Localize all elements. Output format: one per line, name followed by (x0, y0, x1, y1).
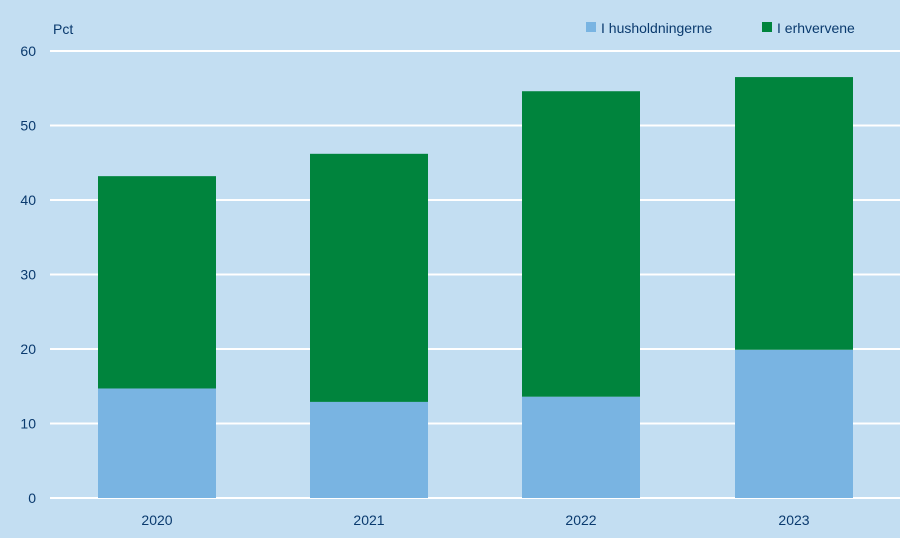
x-tick-label: 2023 (778, 512, 809, 528)
legend-label-households: I husholdningerne (601, 20, 713, 36)
bar-business-2023 (735, 77, 853, 350)
legend-swatch-households (586, 22, 596, 32)
legend-label-business: I erhvervene (777, 20, 855, 36)
x-tick-label: 2020 (141, 512, 172, 528)
y-tick-label: 0 (28, 490, 36, 506)
y-axis-ticks: 0 10 20 30 40 50 60 (20, 43, 36, 506)
y-tick-label: 50 (20, 118, 36, 134)
legend: I husholdningerne I erhvervene (586, 20, 855, 36)
bars (98, 77, 853, 498)
bar-households-2021 (310, 401, 428, 498)
y-tick-label: 40 (20, 192, 36, 208)
bar-business-2020 (98, 176, 216, 389)
bar-households-2023 (735, 349, 853, 498)
y-tick-label: 60 (20, 43, 36, 59)
x-axis-ticks: 2020 2021 2022 2023 (141, 512, 809, 528)
bar-households-2022 (522, 396, 640, 498)
y-tick-label: 30 (20, 267, 36, 283)
bar-business-2021 (310, 153, 428, 402)
bar-business-2022 (522, 91, 640, 397)
legend-swatch-business (762, 22, 772, 32)
x-tick-label: 2022 (565, 512, 596, 528)
bar-households-2020 (98, 388, 216, 498)
y-axis-unit-label: Pct (53, 21, 73, 37)
x-tick-label: 2021 (353, 512, 384, 528)
y-tick-label: 10 (20, 416, 36, 432)
y-tick-label: 20 (20, 341, 36, 357)
